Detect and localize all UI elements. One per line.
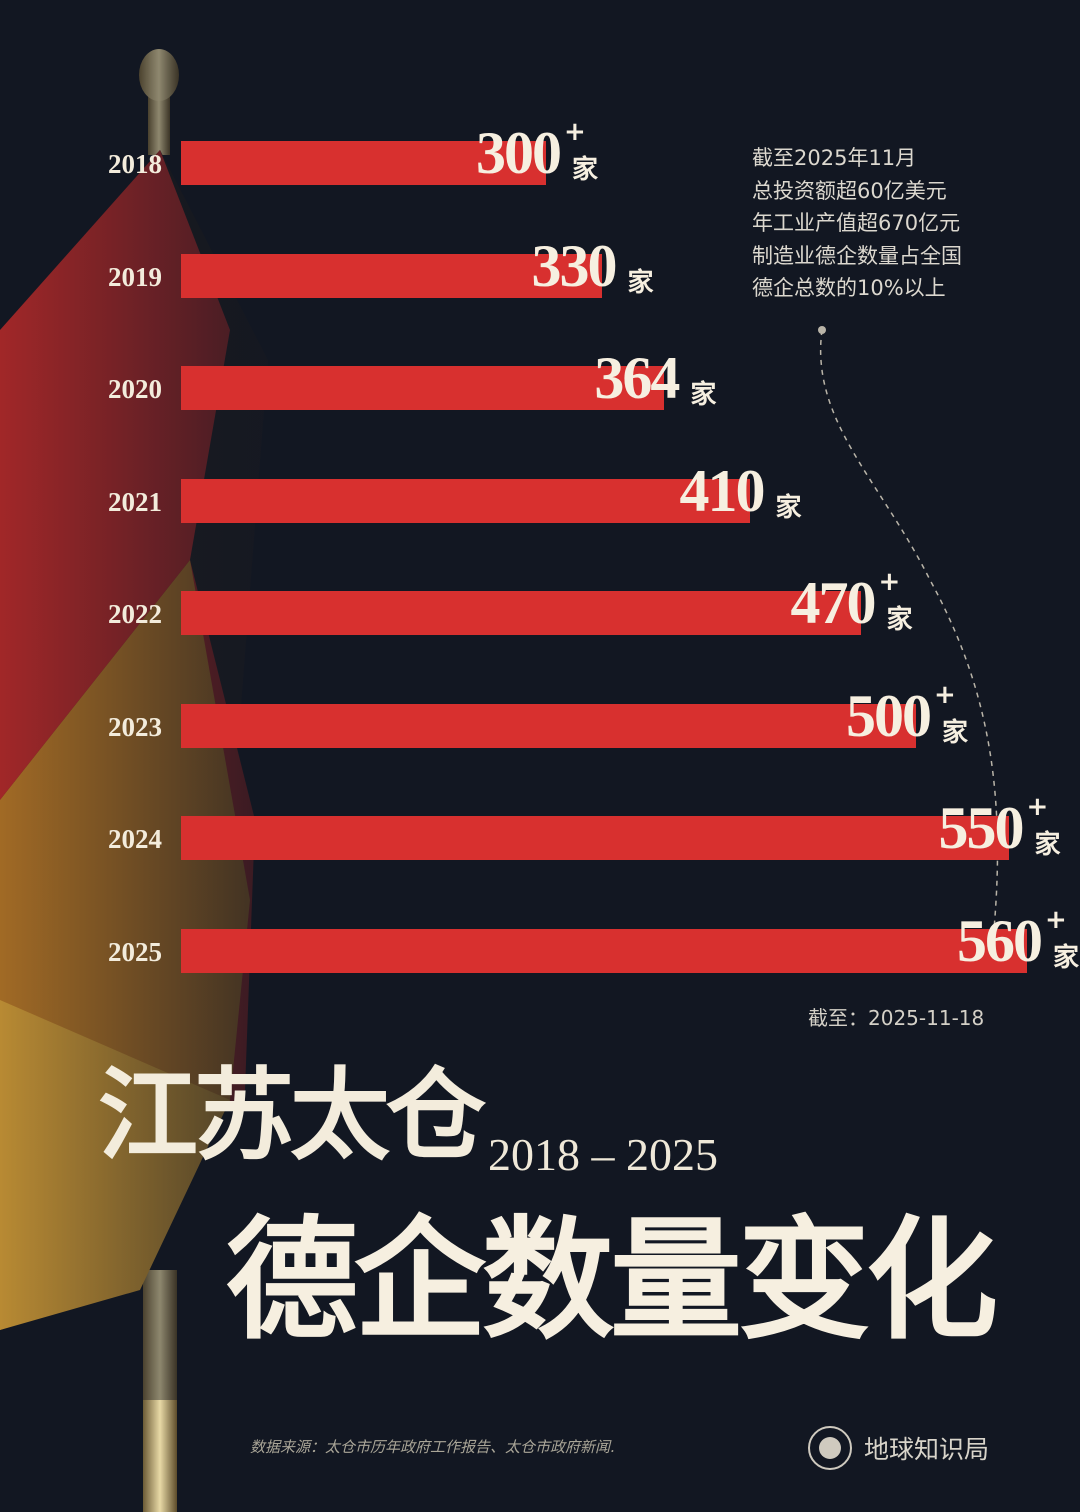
bar — [181, 253, 602, 298]
unit-label: 家 — [1053, 942, 1080, 973]
annotation-line: 制造业德企数量占全国 — [752, 243, 962, 268]
value-number: 500 — [846, 682, 932, 749]
value-number: 300 — [476, 120, 562, 186]
year-label: 2024 — [108, 824, 162, 854]
year-label: 2019 — [108, 261, 162, 292]
data-source: 数据来源：太仓市历年政府工作报告、太仓市政府新闻. — [250, 1438, 615, 1456]
year-label: 2020 — [108, 374, 162, 404]
unit-label: 家 — [572, 155, 599, 185]
value-label: 300 + 家 — [476, 117, 598, 188]
year-label: 2025 — [108, 936, 162, 967]
bar — [181, 141, 546, 185]
value-number: 364 — [594, 345, 680, 411]
plus-mark: + — [1045, 904, 1067, 935]
annotation-line: 截至2025年11月 — [752, 146, 917, 170]
annotation-line: 年工业产值超670亿元 — [752, 211, 961, 235]
plus-mark: + — [934, 679, 956, 710]
value-label: 500 + 家 — [846, 680, 968, 751]
value-number: 560 — [957, 907, 1043, 974]
bar — [181, 478, 750, 523]
plus-mark: + — [1026, 792, 1049, 822]
unit-label: 家 — [775, 492, 802, 523]
bar — [181, 591, 861, 635]
chart-subtitle: 德企数量变化 — [226, 1203, 998, 1358]
value-label: 330 家 — [531, 232, 654, 301]
unit-label: 家 — [886, 605, 913, 635]
unit-label: 家 — [627, 267, 654, 298]
year-label: 2023 — [108, 711, 162, 742]
german-flag-icon — [0, 0, 380, 1400]
unit-label: 家 — [942, 717, 969, 748]
bar — [181, 816, 1009, 860]
year-label: 2021 — [108, 486, 162, 517]
dashed-connector — [819, 329, 999, 969]
year-label: 2022 — [108, 599, 162, 629]
value-number: 410 — [679, 457, 766, 524]
bar — [181, 928, 1027, 973]
unit-label: 家 — [1034, 830, 1061, 860]
annotation-line: 德企总数的10%以上 — [752, 276, 946, 300]
bar — [181, 703, 916, 748]
value-label: 364 家 — [594, 344, 716, 413]
value-label: 470 + 家 — [790, 567, 913, 638]
value-label: 410 家 — [679, 457, 802, 526]
plus-mark: + — [878, 567, 901, 597]
value-label: 560 + 家 — [957, 905, 1079, 976]
value-number: 550 — [938, 795, 1025, 861]
annotation-line: 总投资额超60亿美元 — [752, 178, 947, 203]
chart-title: 江苏太仓 — [98, 1056, 486, 1174]
value-number: 330 — [531, 232, 618, 299]
brand: 地球知识局 — [808, 1426, 989, 1470]
connector-dot-top — [818, 326, 826, 334]
bar — [181, 366, 665, 410]
value-number: 470 — [790, 570, 877, 636]
as-of-date: 截至：2025-11-18 — [808, 1006, 985, 1030]
annotation-text: 截至2025年11月 总投资额超60亿美元 年工业产值超670亿元 制造业德企数… — [752, 142, 1052, 305]
brand-name: 地球知识局 — [864, 1435, 990, 1464]
value-label: 550 + 家 — [938, 792, 1061, 863]
unit-label: 家 — [690, 380, 717, 410]
year-label: 2018 — [108, 149, 162, 179]
plus-mark: + — [564, 117, 586, 147]
globe-seal-icon — [808, 1426, 852, 1470]
year-range: 2018 – 2025 — [488, 1129, 718, 1180]
